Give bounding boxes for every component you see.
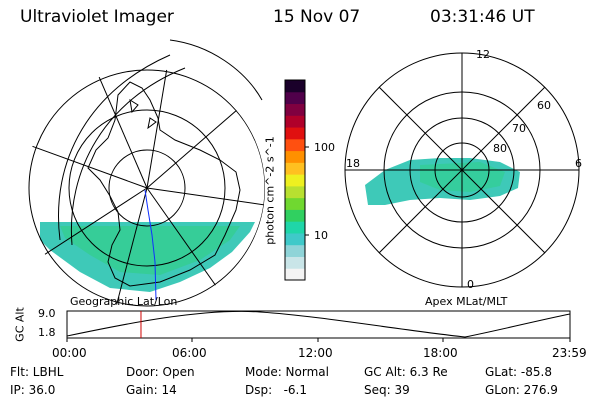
header-time: 03:31:46 UT — [430, 7, 535, 27]
colorbar-segment — [285, 91, 305, 105]
mlat-label-80: 80 — [493, 142, 507, 155]
mlat-label-60: 60 — [537, 99, 551, 112]
timeline-x-1: 06:00 — [172, 346, 207, 360]
colorbar-segment — [285, 244, 305, 257]
geo-panel-label: Geographic Lat/Lon — [70, 295, 178, 308]
colorbar-segment — [285, 197, 305, 210]
colorbar-segment — [285, 268, 305, 281]
mlt-label-0: 0 — [467, 278, 474, 291]
colorbar-segment — [285, 103, 305, 116]
timeline-axis-label: GC Alt — [13, 307, 27, 342]
footer-mode: Mode: Normal — [245, 365, 329, 379]
colorbar-segment — [285, 80, 305, 93]
footer-glon: GLon: 276.9 — [485, 383, 558, 397]
timeline-y-top: 9.0 — [38, 307, 56, 320]
colorbar-segment — [285, 256, 305, 269]
mlat-label-70: 70 — [512, 122, 526, 135]
colorbar-unit-label: photon cm^-2 s^-1 — [263, 136, 277, 245]
altitude-timeline — [66, 310, 571, 342]
apex-panel-label: Apex MLat/MLT — [425, 295, 508, 308]
colorbar-segment — [285, 150, 305, 163]
orbit-track — [144, 189, 157, 301]
colorbar-frame — [284, 79, 306, 281]
footer-gc-alt: GC Alt: 6.3 Re — [364, 365, 448, 379]
altitude-curve — [66, 310, 571, 338]
colorbar-segment — [285, 174, 305, 187]
apex-map — [344, 52, 580, 288]
colorbar-segment — [285, 232, 305, 246]
colorbar-segment — [285, 185, 305, 199]
colorbar-segment — [285, 221, 305, 234]
colorbar-segment — [285, 209, 305, 222]
footer-glat: GLat: -85.8 — [485, 365, 552, 379]
colorbar-segment — [285, 162, 305, 175]
timeline-y-bottom: 1.8 — [38, 326, 56, 339]
geographic-map — [25, 39, 265, 308]
mlt-label-18: 18 — [346, 157, 360, 170]
mlt-label-12: 12 — [476, 48, 490, 61]
footer-dsp: Dsp: -6.1 — [245, 383, 308, 397]
colorbar — [285, 80, 305, 281]
timeline-x-0: 00:00 — [52, 346, 87, 360]
footer-ip: IP: 36.0 — [10, 383, 56, 397]
colorbar-segment — [285, 138, 305, 152]
footer-seq: Seq: 39 — [364, 383, 410, 397]
footer-filter: Flt: LBHL — [10, 365, 64, 379]
footer-gain: Gain: 14 — [126, 383, 177, 397]
colorbar-segment — [285, 127, 305, 140]
timeline-x-2: 12:00 — [298, 346, 333, 360]
mlt-label-6: 6 — [575, 157, 582, 170]
instrument-title: Ultraviolet Imager — [20, 7, 174, 27]
colorbar-tick-10: 10 — [314, 229, 328, 242]
continent-outline — [87, 81, 241, 287]
timeline-x-4: 23:59 — [552, 346, 587, 360]
footer-door: Door: Open — [126, 365, 195, 379]
colorbar-segment — [285, 115, 305, 128]
timeline-x-3: 18:00 — [423, 346, 458, 360]
header-date: 15 Nov 07 — [273, 7, 361, 27]
colorbar-tick-100: 100 — [314, 141, 335, 154]
